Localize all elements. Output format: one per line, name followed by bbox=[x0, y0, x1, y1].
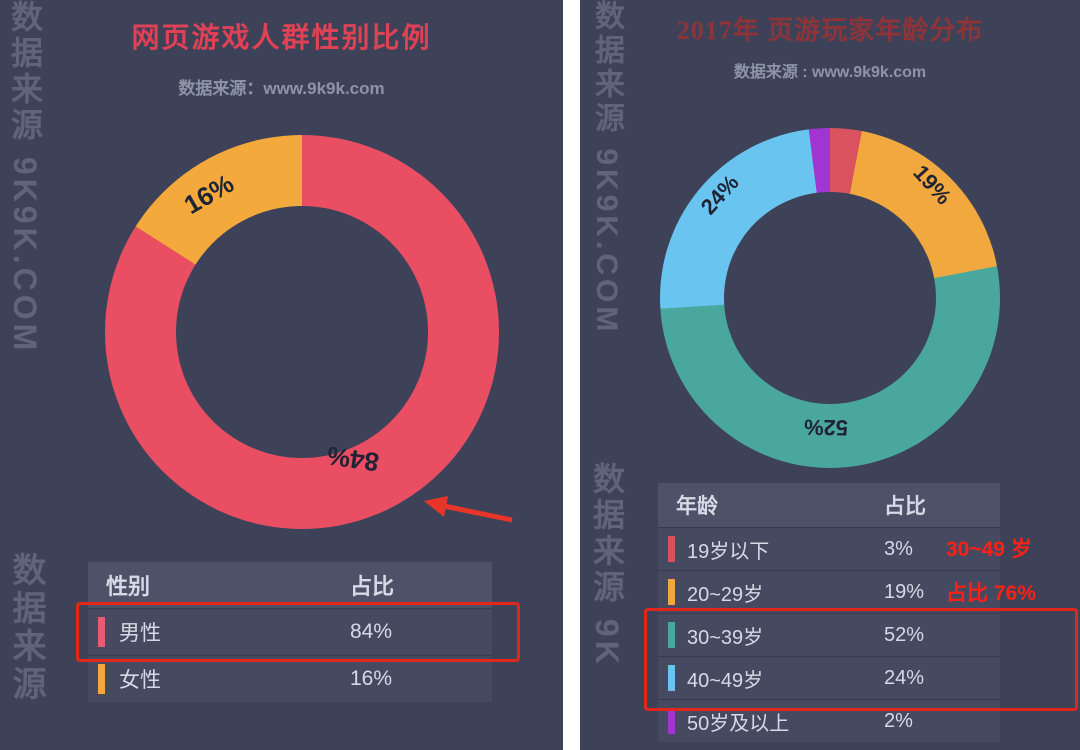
watermark-left-top: 数据来源 9K9K.COM bbox=[7, 0, 43, 355]
annotation-line1: 30~49 岁 bbox=[946, 538, 1032, 561]
table-row-male: 男性 84% bbox=[88, 608, 492, 655]
30-39-color-swatch bbox=[668, 622, 675, 648]
male-value: 84% bbox=[350, 620, 393, 643]
age-table: 年龄 占比 19岁以下 3% 20~29岁 19% bbox=[658, 483, 1000, 742]
gender-donut-chart: 16% 84% bbox=[105, 135, 499, 529]
table-row-under19: 19岁以下 3% bbox=[658, 527, 1000, 570]
table-row-50plus: 50岁及以上 2% bbox=[658, 699, 1000, 742]
under19-value: 3% bbox=[884, 537, 913, 560]
table-row-30-39: 30~39岁 52% bbox=[658, 613, 1000, 656]
annotation-30-49-total: 30~49 岁 占比 76% bbox=[946, 528, 1036, 616]
40-49-label: 40~49岁 bbox=[687, 669, 764, 692]
female-color-swatch bbox=[98, 664, 105, 694]
50plus-color-swatch bbox=[668, 708, 675, 734]
watermark-right-bottom: 数据来源 9K bbox=[589, 462, 625, 668]
under19-label: 19岁以下 bbox=[687, 540, 770, 563]
50plus-value: 2% bbox=[884, 709, 913, 732]
age-chart-source: 数据来源 : www.9k9k.com bbox=[733, 64, 927, 81]
table-row-40-49: 40~49岁 24% bbox=[658, 656, 1000, 699]
slice-label-30-39: 52% bbox=[803, 414, 849, 441]
gender-table: 性别 占比 男性 84% 女性 16% bbox=[88, 562, 492, 702]
20-29-color-swatch bbox=[668, 579, 675, 605]
watermark-left-bottom: 数据来源 bbox=[7, 552, 45, 704]
female-label: 女性 bbox=[119, 669, 161, 692]
gender-table-header: 性别 占比 bbox=[88, 562, 492, 608]
highlight-box-30-49-rows bbox=[644, 608, 1078, 711]
50plus-label: 50岁及以上 bbox=[687, 712, 790, 735]
40-49-value: 24% bbox=[884, 666, 925, 689]
annotation-line2: 占比 76% bbox=[946, 582, 1036, 605]
header-cell-share: 占比 bbox=[884, 495, 926, 518]
gender-chart-source: 数据来源：www.9k9k.com bbox=[178, 79, 385, 98]
age-panel: 数据来源 9K9K.COM 数据来源 9K 2017年 页游玩家年龄分布 数据来… bbox=[580, 0, 1080, 750]
watermark-right-top: 数据来源 9K9K.COM bbox=[590, 0, 623, 336]
slice-label-20-29: 19% bbox=[908, 159, 957, 210]
age-donut-chart: 19% 24% 52% bbox=[660, 128, 1000, 468]
slice-label-male: 84% bbox=[325, 440, 381, 478]
female-value: 16% bbox=[350, 667, 393, 690]
male-color-swatch bbox=[98, 617, 105, 647]
gender-panel: 数据来源 9K9K.COM 数据来源 网页游戏人群性别比例 数据来源：www.9… bbox=[0, 0, 563, 750]
header-cell-gender: 性别 bbox=[106, 574, 151, 599]
slice-label-female: 16% bbox=[178, 168, 239, 221]
male-label: 男性 bbox=[119, 622, 161, 645]
40-49-color-swatch bbox=[668, 665, 675, 691]
gender-chart-title: 网页游戏人群性别比例 bbox=[131, 22, 432, 53]
20-29-label: 20~29岁 bbox=[687, 583, 764, 606]
table-row-female: 女性 16% bbox=[88, 655, 492, 702]
30-39-value: 52% bbox=[884, 623, 925, 646]
red-arrow-annotation bbox=[424, 496, 513, 523]
age-table-header: 年龄 占比 bbox=[658, 483, 1000, 527]
age-chart-title: 2017年 页游玩家年龄分布 bbox=[676, 16, 984, 45]
table-row-20-29: 20~29岁 19% bbox=[658, 570, 1000, 613]
30-39-label: 30~39岁 bbox=[687, 626, 764, 649]
slice-label-40-49: 24% bbox=[695, 169, 744, 220]
donut-hole bbox=[176, 206, 428, 458]
donut-hole bbox=[724, 192, 936, 404]
highlight-box-male-row bbox=[76, 602, 520, 662]
header-cell-age: 年龄 bbox=[676, 495, 718, 518]
under19-color-swatch bbox=[668, 536, 675, 562]
header-cell-share: 占比 bbox=[350, 574, 395, 599]
20-29-value: 19% bbox=[884, 580, 925, 603]
